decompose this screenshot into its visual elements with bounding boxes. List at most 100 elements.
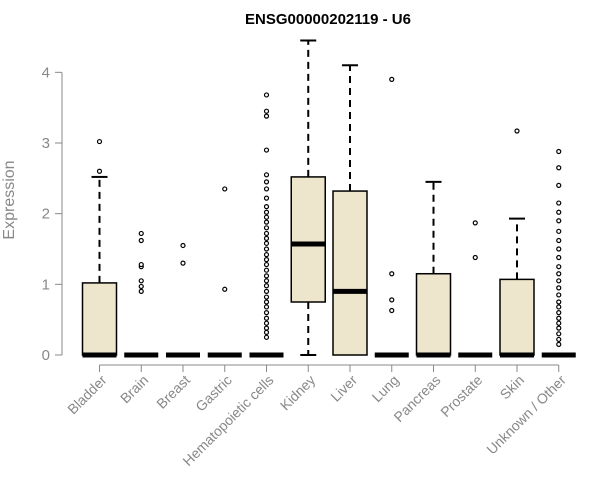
outlier-point	[263, 230, 270, 237]
x-tick-label: Skin	[497, 372, 528, 403]
outlier-point	[263, 108, 270, 114]
outlier-point	[180, 242, 186, 249]
box-pancreas	[415, 180, 452, 358]
x-tick-label: Unknown / Other	[483, 372, 569, 458]
outlier-point	[263, 235, 270, 241]
outlier-point	[263, 325, 270, 331]
outlier-point	[389, 271, 395, 277]
outlier-point	[263, 261, 270, 268]
outlier-point	[389, 297, 395, 303]
box-gastric	[207, 186, 242, 358]
chart-title: ENSG00000202119 - U6	[245, 11, 411, 28]
x-tick-label: Prostate	[437, 372, 485, 420]
outlier-point	[556, 310, 562, 316]
y-axis-label: Expression	[1, 160, 18, 239]
outlier-point	[556, 209, 562, 215]
y-tick-label: 1	[42, 276, 50, 293]
outlier-point	[556, 285, 562, 291]
box-prostate	[458, 220, 493, 358]
outlier-point	[263, 209, 270, 215]
outlier-point	[263, 288, 270, 294]
outlier-point	[556, 237, 562, 244]
outlier-point	[138, 261, 144, 268]
outlier-point	[556, 165, 562, 171]
outlier-point	[263, 329, 270, 335]
x-tick-label: Lung	[369, 372, 402, 405]
outlier-point	[263, 278, 270, 284]
outlier-point	[138, 283, 144, 290]
x-tick-label: Breast	[153, 372, 193, 412]
outlier-point	[556, 148, 562, 155]
outlier-point	[556, 200, 562, 206]
outlier-point	[263, 273, 270, 279]
outlier-point	[556, 271, 562, 277]
outlier-point	[96, 168, 103, 174]
outlier-point	[556, 264, 562, 270]
box-body	[332, 190, 368, 356]
box-brain	[124, 230, 159, 358]
box-body	[499, 278, 535, 356]
outlier-point	[263, 179, 270, 185]
y-tick-label: 4	[42, 64, 50, 81]
outlier-point	[556, 325, 562, 331]
boxes-layer	[81, 39, 576, 358]
box-breast	[166, 242, 200, 358]
outlier-point	[556, 254, 562, 261]
box-kidney	[290, 39, 326, 356]
y-axis: 0 1 2 3 4	[42, 64, 63, 364]
outlier-point	[263, 195, 270, 201]
outlier-point	[389, 307, 395, 314]
outlier-point	[472, 254, 478, 261]
outlier-point	[263, 320, 270, 326]
outlier-point	[556, 299, 562, 305]
outlier-point	[556, 336, 562, 343]
outlier-point	[263, 214, 270, 220]
box-body	[290, 176, 326, 303]
outlier-point	[556, 341, 562, 347]
box-body	[81, 282, 118, 356]
outlier-point	[263, 299, 270, 305]
outlier-point	[263, 240, 270, 246]
outlier-point	[263, 304, 270, 310]
outlier-point	[472, 220, 478, 226]
outlier-point	[263, 172, 270, 178]
box-hematopoietic-cells	[249, 92, 284, 358]
y-tick-label: 3	[42, 135, 50, 152]
x-tick-label: Kidney	[277, 372, 319, 414]
outlier-point	[263, 294, 270, 300]
outlier-point	[556, 228, 562, 234]
outlier-point	[556, 218, 562, 224]
outlier-point	[556, 320, 562, 326]
outlier-point	[180, 260, 186, 266]
box-skin	[499, 128, 535, 358]
outlier-point	[263, 257, 270, 263]
outlier-point	[556, 331, 562, 337]
outlier-point	[556, 278, 562, 284]
outlier-point	[263, 92, 270, 98]
outlier-point	[222, 286, 228, 292]
outlier-point	[263, 219, 270, 225]
outlier-point	[263, 186, 270, 192]
outlier-point	[556, 182, 562, 188]
box-body	[415, 272, 452, 356]
outlier-point	[263, 147, 270, 153]
outlier-point	[556, 292, 562, 298]
outlier-point	[263, 334, 270, 340]
outlier-point	[263, 252, 270, 258]
y-tick-label: 0	[42, 347, 50, 364]
outlier-point	[514, 128, 520, 134]
outlier-point	[263, 113, 270, 119]
outlier-point	[263, 315, 270, 321]
x-tick-label: Brain	[117, 372, 151, 406]
outlier-point	[263, 204, 270, 210]
outlier-point	[96, 138, 103, 145]
box-bladder	[81, 138, 118, 358]
outlier-point	[222, 186, 228, 192]
outlier-point	[138, 278, 144, 284]
outlier-point	[556, 246, 562, 252]
y-tick-label: 2	[42, 206, 50, 223]
box-unknown-other	[541, 148, 576, 358]
outlier-point	[263, 310, 270, 316]
